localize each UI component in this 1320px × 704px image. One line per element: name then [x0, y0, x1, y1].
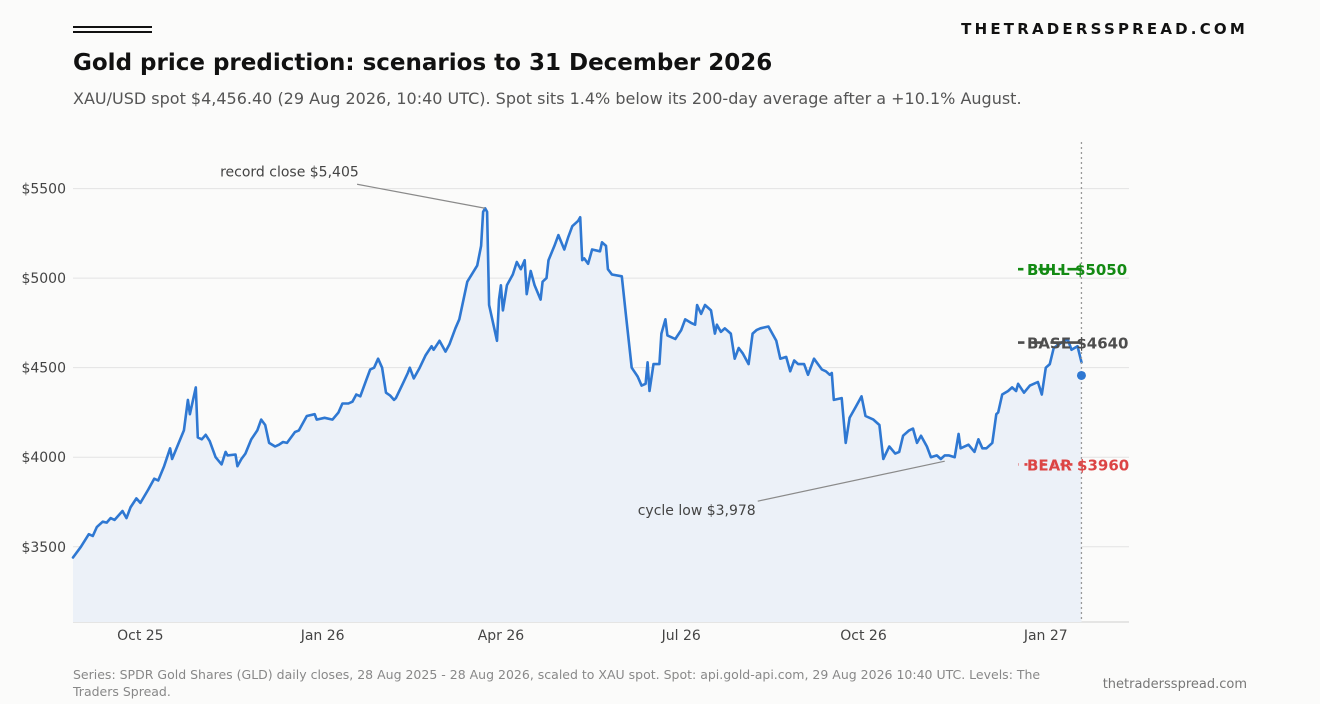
annotation-label-1: cycle low $3,978 — [638, 503, 756, 519]
price-area-fill — [73, 208, 1082, 623]
page-subtitle: XAU/USD spot $4,456.40 (29 Aug 2026, 10:… — [73, 89, 1022, 108]
gold-price-chart: $3500 $4000 $4500 $5000 $5500 Oct 25 Jan 26 Apr… — [21, 142, 1129, 644]
y-tick-label: $4500 — [21, 361, 66, 377]
spot-marker — [1076, 370, 1086, 380]
footer-source: Series: SPDR Gold Shares (GLD) daily clo… — [73, 667, 1041, 699]
brand-rule — [73, 26, 152, 35]
y-tick-label: $5000 — [21, 271, 66, 287]
scenario-label-bull: BULL $5050 — [1027, 261, 1127, 279]
price-line — [71, 207, 1083, 559]
y-tick-label: $5500 — [21, 182, 66, 198]
scenario-label-base: BASE $4640 — [1027, 335, 1129, 353]
brand-name: THETRADERSSPREAD.COM — [961, 20, 1248, 38]
annotation-leader-1 — [757, 460, 945, 502]
x-tick-label: Apr 26 — [478, 628, 525, 644]
page-title: Gold price prediction: scenarios to 31 D… — [73, 50, 773, 76]
annotation-label-0: record close $5,405 — [220, 164, 359, 180]
x-tick-label: Oct 26 — [840, 628, 887, 644]
scenario-label-bear: BEAR $3960 — [1027, 456, 1129, 474]
y-tick-label: $4000 — [21, 450, 66, 466]
x-tick-label: Oct 25 — [117, 628, 163, 644]
annotation-leader-0 — [356, 183, 486, 209]
y-tick-label: $3500 — [21, 540, 66, 556]
footer-site: thetradersspread.com — [1102, 677, 1247, 692]
x-tick-label: Jan 27 — [1023, 628, 1068, 644]
x-tick-label: Jul 26 — [661, 628, 701, 644]
x-tick-label: Jan 26 — [300, 628, 345, 644]
